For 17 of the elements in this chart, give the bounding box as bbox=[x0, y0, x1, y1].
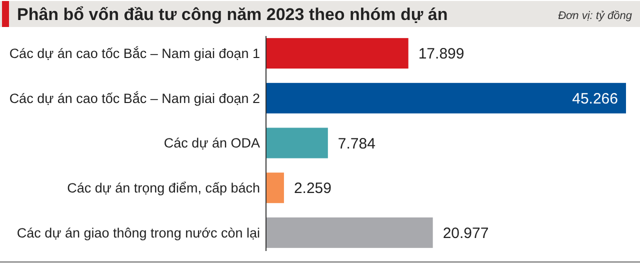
y-tick-label: Các dự án giao thông trong nước còn lại bbox=[16, 225, 260, 240]
data-label: 45.266 bbox=[572, 90, 618, 108]
data-label: 7.784 bbox=[338, 135, 376, 152]
bar bbox=[266, 38, 408, 69]
bar bbox=[266, 172, 284, 204]
data-label: 2.259 bbox=[294, 180, 332, 198]
y-tick-label: Các dự án ODA bbox=[164, 136, 260, 151]
y-tick-label: Các dự án trọng điểm, cấp bách bbox=[67, 180, 260, 196]
data-label: 20.977 bbox=[442, 224, 489, 242]
y-tick-label: Các dự án cao tốc Bắc – Nam giai đoạn 2 bbox=[9, 90, 260, 106]
y-tick-label: Các dự án cao tốc Bắc – Nam giai đoạn 1 bbox=[9, 46, 260, 62]
bar bbox=[266, 128, 328, 158]
bar bbox=[266, 82, 626, 114]
chart-title: Phân bổ vốn đầu tư công năm 2023 theo nhóm dự án bbox=[17, 5, 448, 24]
text: Đơn vị: tỷ đồng bbox=[558, 10, 633, 22]
bar bbox=[266, 217, 433, 248]
data-label: 17.899 bbox=[418, 46, 464, 63]
